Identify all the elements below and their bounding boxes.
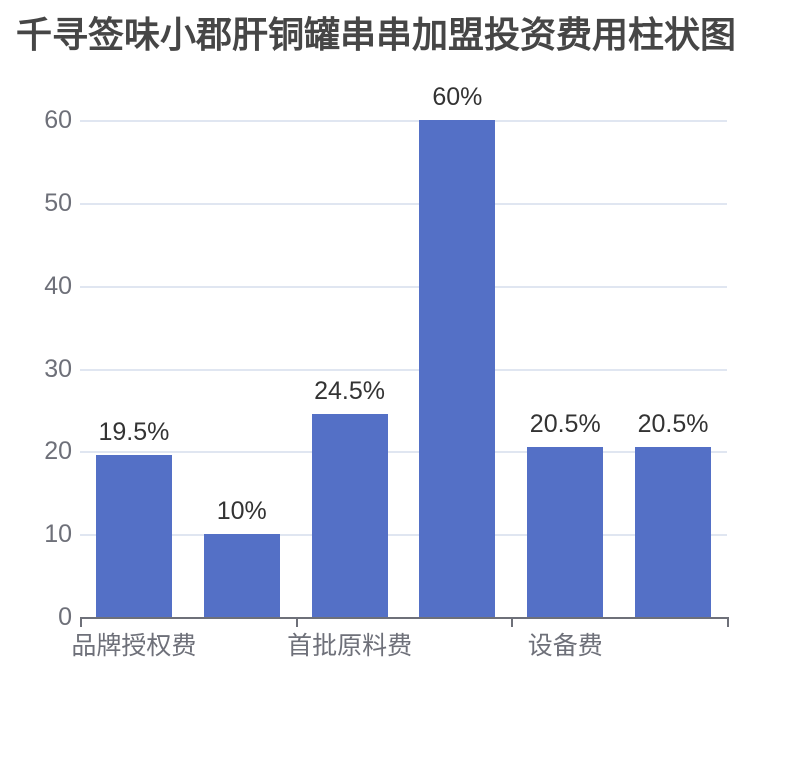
y-axis-tick-label: 40 bbox=[44, 271, 72, 300]
y-axis-tick-label: 0 bbox=[58, 603, 72, 631]
y-gridline bbox=[80, 451, 727, 454]
y-axis-tick-label: 10 bbox=[44, 520, 72, 549]
bar[interactable] bbox=[419, 120, 496, 617]
bar[interactable] bbox=[311, 414, 388, 617]
bar[interactable] bbox=[635, 447, 712, 617]
y-gridline bbox=[80, 120, 727, 122]
x-axis-category-label: 设备费 bbox=[527, 632, 603, 660]
x-axis-category-label: 首批原料费 bbox=[287, 632, 413, 660]
y-axis-tick-label: 30 bbox=[44, 354, 72, 383]
x-axis-tick bbox=[80, 617, 82, 627]
y-axis-tick-label: 20 bbox=[44, 437, 72, 466]
x-axis-category-label: 品牌授权费 bbox=[71, 632, 197, 660]
bar-value-label: 24.5% bbox=[314, 377, 386, 406]
x-axis-tick bbox=[511, 617, 514, 627]
y-gridline bbox=[80, 368, 727, 371]
y-gridline bbox=[80, 202, 727, 205]
x-axis-tick bbox=[727, 617, 729, 627]
bar-value-label: 19.5% bbox=[98, 418, 170, 447]
x-axis-line bbox=[80, 617, 729, 619]
x-axis-tick bbox=[295, 617, 298, 627]
bar-value-label: 10% bbox=[216, 497, 267, 526]
bar[interactable] bbox=[527, 447, 604, 617]
y-axis-tick-label: 60 bbox=[44, 106, 72, 134]
bar[interactable] bbox=[95, 455, 172, 617]
chart-title: 千寻签味小郡肝铜罐串串加盟投资费用柱状图 bbox=[16, 14, 737, 55]
bar[interactable] bbox=[203, 534, 280, 617]
y-gridline bbox=[80, 285, 727, 288]
bar-value-label: 60% bbox=[432, 83, 483, 111]
bar-value-label: 20.5% bbox=[637, 410, 709, 439]
y-axis-tick-label: 50 bbox=[44, 188, 72, 217]
y-gridline bbox=[80, 534, 727, 537]
bar-value-label: 20.5% bbox=[529, 410, 601, 439]
